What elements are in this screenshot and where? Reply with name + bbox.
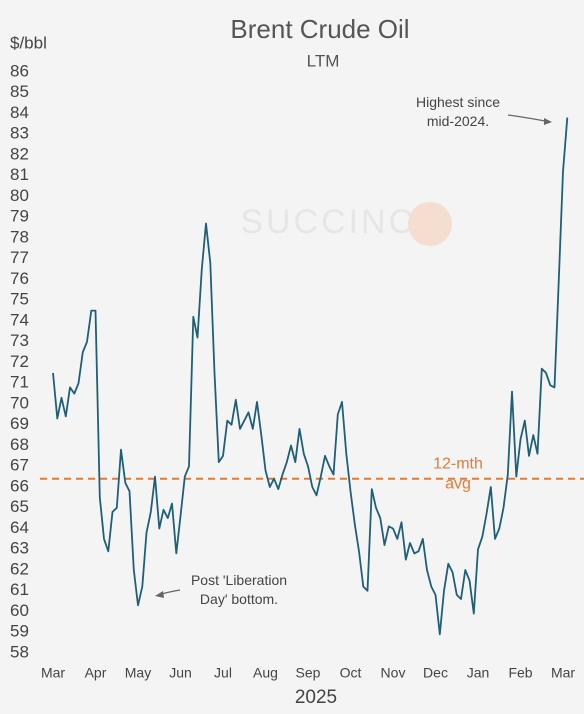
- y-tick-label: 76: [10, 269, 29, 288]
- y-tick-label: 80: [10, 186, 29, 205]
- x-tick-label: May: [125, 665, 151, 681]
- annotation-arrowhead: [544, 118, 552, 125]
- y-tick-label: 84: [10, 103, 29, 122]
- y-tick-label: 58: [10, 642, 29, 661]
- y-tick-label: 59: [10, 622, 29, 641]
- average-label-line: avg: [445, 476, 471, 493]
- watermark: SUCCINCT: [240, 203, 440, 241]
- y-axis-label: $/bbl: [10, 33, 47, 52]
- x-tick-label: Feb: [508, 665, 532, 681]
- annotation: Post 'Liberation Day' bottom.: [191, 572, 287, 607]
- y-tick-label: 64: [10, 518, 29, 537]
- y-tick-label: 69: [10, 414, 29, 433]
- x-tick-label: Jun: [169, 665, 192, 681]
- annotation: Highest since mid-2024.: [416, 94, 500, 129]
- y-tick-label: 81: [10, 165, 29, 184]
- y-tick-label: 68: [10, 435, 29, 454]
- x-axis-label: 2025: [295, 687, 337, 708]
- y-tick-label: 77: [10, 248, 29, 267]
- y-tick-label: 71: [10, 373, 29, 392]
- y-tick-label: 74: [10, 310, 29, 329]
- y-tick-label: 62: [10, 559, 29, 578]
- y-tick-label: 72: [10, 352, 29, 371]
- watermark-logo: [408, 202, 452, 246]
- chart-subtitle: LTM: [307, 51, 340, 70]
- y-tick-label: 60: [10, 601, 29, 620]
- y-tick-label: 82: [10, 144, 29, 163]
- average-label: 12-mth avg: [433, 456, 483, 493]
- y-tick-label: 75: [10, 290, 29, 309]
- y-tick-label: 78: [10, 227, 29, 246]
- y-tick-label: 63: [10, 539, 29, 558]
- x-tick-label: Aug: [253, 665, 278, 681]
- price-line: [52, 117, 569, 636]
- annotation-line: mid-2024.: [427, 113, 489, 129]
- x-tick-label: Apr: [85, 665, 107, 681]
- x-tick-label: Mar: [551, 665, 575, 681]
- y-tick-label: 86: [10, 61, 29, 80]
- y-tick-label: 70: [10, 393, 29, 412]
- y-tick-label: 79: [10, 207, 29, 226]
- x-tick-label: Sep: [296, 665, 321, 681]
- x-tick-label: Nov: [381, 665, 406, 681]
- y-tick-label: 85: [10, 82, 29, 101]
- x-tick-label: Oct: [340, 665, 362, 681]
- y-tick-label: 73: [10, 331, 29, 350]
- annotation-line: Day' bottom.: [200, 591, 278, 607]
- annotation-line: Highest since: [416, 94, 500, 110]
- y-tick-label: 66: [10, 476, 29, 495]
- x-tick-label: Dec: [423, 665, 448, 681]
- x-tick-label: Jan: [467, 665, 490, 681]
- x-tick-label: Mar: [41, 665, 65, 681]
- y-tick-label: 67: [10, 456, 29, 475]
- chart-title: Brent Crude Oil: [230, 14, 409, 44]
- annotation-arrowhead: [155, 591, 164, 598]
- y-tick-label: 61: [10, 580, 29, 599]
- y-tick-label: 83: [10, 124, 29, 143]
- y-tick-label: 65: [10, 497, 29, 516]
- annotation-line: Post 'Liberation: [191, 572, 287, 588]
- average-label-line: 12-mth: [433, 456, 483, 473]
- x-tick-label: Jul: [214, 665, 232, 681]
